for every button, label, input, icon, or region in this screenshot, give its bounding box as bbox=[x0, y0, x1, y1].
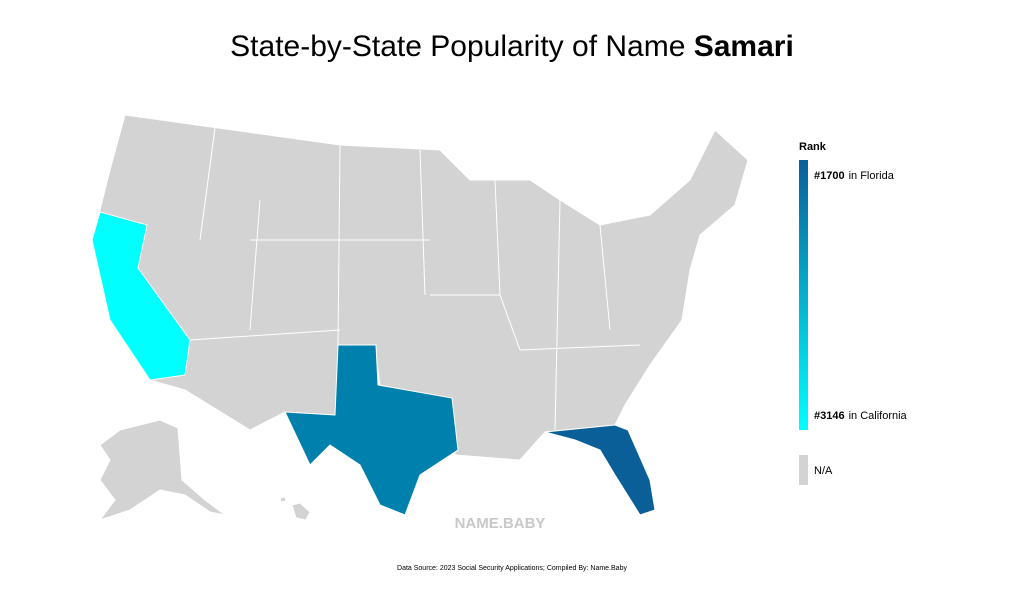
hawaii bbox=[279, 496, 311, 521]
legend-gradient bbox=[799, 160, 808, 430]
legend-title: Rank bbox=[799, 141, 827, 153]
legend-na-swatch bbox=[799, 455, 808, 485]
watermark: NAME.BABY bbox=[455, 515, 546, 532]
legend-bottom-rank: #3146 bbox=[814, 410, 845, 422]
florida bbox=[544, 424, 656, 516]
title-name: Samari bbox=[693, 30, 794, 63]
title-prefix: State-by-State Popularity of Name bbox=[230, 30, 694, 63]
alaska bbox=[98, 419, 226, 521]
state-borders bbox=[189, 127, 641, 431]
legend-top-label: #1700 in Florida bbox=[814, 170, 895, 182]
california bbox=[91, 211, 191, 381]
legend-top-state: in Florida bbox=[849, 170, 895, 182]
legend-bottom-state: in California bbox=[849, 410, 908, 422]
legend-na-label: N/A bbox=[814, 465, 833, 477]
legend-top-rank: #1700 bbox=[814, 170, 845, 182]
title: State-by-State Popularity of Name Samari bbox=[0, 30, 1024, 64]
source: Data Source: 2023 Social Security Applic… bbox=[397, 565, 627, 572]
texas bbox=[284, 344, 459, 516]
legend-bottom-label: #3146 in California bbox=[814, 410, 908, 422]
